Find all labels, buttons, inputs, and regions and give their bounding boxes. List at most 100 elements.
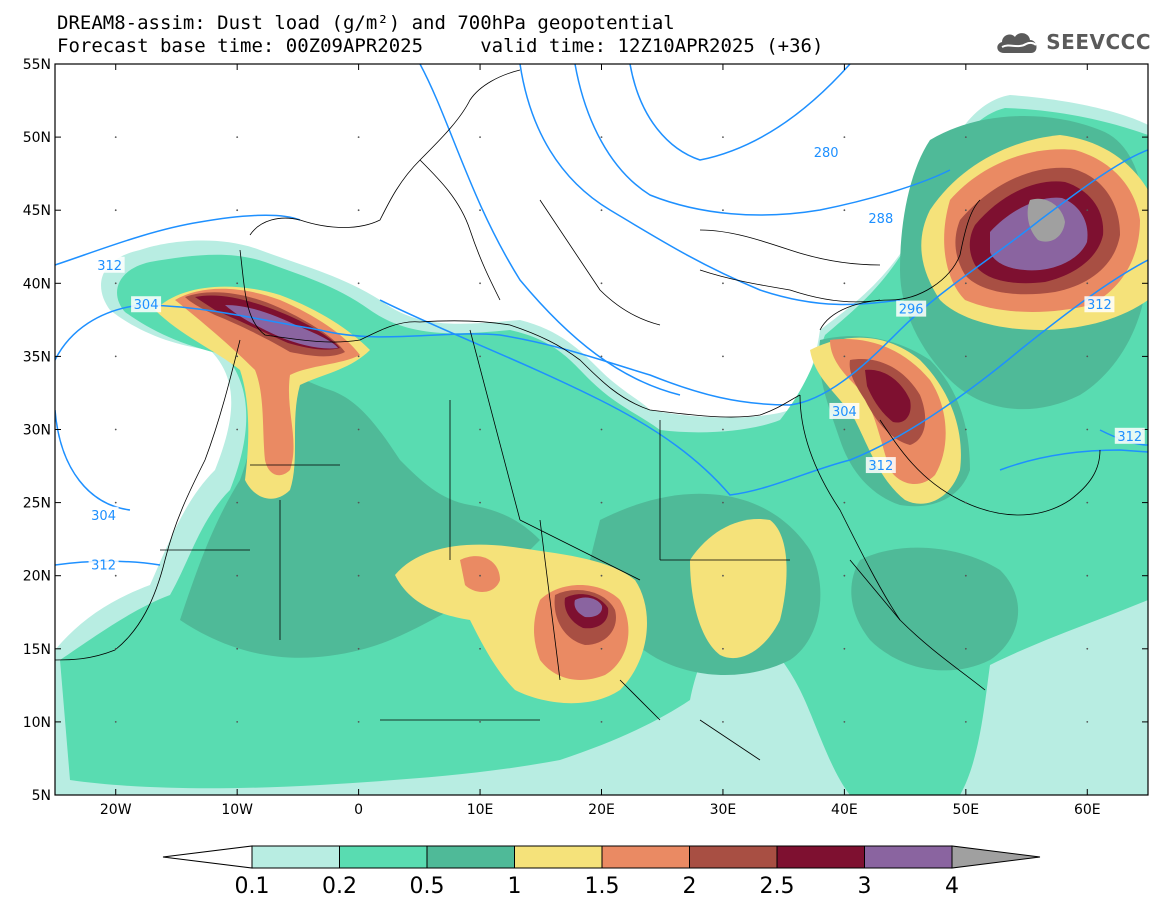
grid-dot xyxy=(357,136,360,139)
lon-tick-label: 50E xyxy=(952,802,979,818)
grid-dot xyxy=(600,574,603,577)
grid-dot xyxy=(1086,136,1089,139)
grid-dot xyxy=(964,136,967,139)
contour-label-bg xyxy=(88,506,119,523)
grid-dot xyxy=(964,574,967,577)
latitude-axis: 55N 50N 45N 40N 35N 30N 25N 20N 15N 10N 5N xyxy=(23,57,1148,804)
grid-dot xyxy=(1086,574,1089,577)
grid-dot xyxy=(479,209,481,212)
contour-label: 312 xyxy=(1117,430,1142,445)
coastlines xyxy=(55,69,1101,761)
dust-field xyxy=(55,95,1148,795)
grid-dot xyxy=(600,282,603,285)
lon-tick-label: 40E xyxy=(831,802,858,818)
grid-dot xyxy=(843,282,846,285)
lon-tick-label: 20E xyxy=(588,802,615,818)
grid-dot xyxy=(964,501,967,504)
contour-label: 312 xyxy=(97,259,122,274)
colorbar-segment xyxy=(864,845,953,869)
grid-dot xyxy=(964,355,967,358)
grid-dot xyxy=(843,428,846,431)
grid-dot xyxy=(843,721,846,723)
lon-tick-label: 20W xyxy=(100,802,132,818)
longitude-axis: 20W 10W 0 10E 20E 30E 40E 50E 60E xyxy=(100,64,1101,818)
grid-dot xyxy=(1086,282,1089,285)
grid-dot xyxy=(722,721,724,723)
grid-dot xyxy=(1086,721,1089,723)
colorbar-label: 0.5 xyxy=(410,874,445,899)
contour-labels: 312 304 304 312 280 288 296 304 312 312 312 xyxy=(88,144,1145,573)
grid-dot xyxy=(357,501,360,504)
cloud-icon xyxy=(997,33,1037,53)
contour-label-bg xyxy=(1114,427,1145,444)
grid-dot xyxy=(357,209,360,212)
logo-text: SEEVCCC xyxy=(1046,30,1151,54)
contour-label: 312 xyxy=(868,459,893,474)
lat-tick-label: 45N xyxy=(23,203,51,219)
grid-dot xyxy=(357,721,360,723)
geopotential-contours xyxy=(55,64,1148,566)
contour-label: 288 xyxy=(868,212,893,227)
lon-tick-label: 10E xyxy=(467,802,494,818)
contour-label: 304 xyxy=(91,509,116,524)
grid-dot xyxy=(722,282,724,285)
colorbar-high-arrow xyxy=(951,845,1041,869)
contour-label-bg xyxy=(829,402,860,419)
lon-tick-label: 60E xyxy=(1074,802,1101,818)
contour-label-bg xyxy=(94,256,125,273)
grid-dot xyxy=(479,136,481,139)
grid-dot xyxy=(236,136,239,139)
grid-dot xyxy=(479,428,481,431)
contour-label: 296 xyxy=(899,303,924,318)
grid-dot xyxy=(479,574,481,577)
grid-dot xyxy=(964,721,967,723)
lon-tick-label: 0 xyxy=(354,802,363,818)
lon-tick-label: 10W xyxy=(221,802,253,818)
grid-dot xyxy=(236,501,239,504)
grid-dot xyxy=(600,136,603,139)
grid-dot xyxy=(114,501,117,504)
grid-dot xyxy=(964,428,967,431)
colorbar-label: 3 xyxy=(858,874,872,899)
contour-label: 280 xyxy=(814,146,839,161)
grid-dot xyxy=(843,647,846,650)
grid-dot xyxy=(1086,428,1089,431)
grid-dot xyxy=(114,355,117,358)
grid-dot xyxy=(722,501,724,504)
grid-dot xyxy=(964,647,967,650)
grid-dot xyxy=(114,647,117,650)
grid-dot xyxy=(1086,501,1089,504)
contour-label-bg xyxy=(865,457,896,474)
grid-dot xyxy=(479,501,481,504)
grid-dot xyxy=(236,574,239,577)
grid-dot xyxy=(357,355,360,358)
colorbar-segment xyxy=(251,845,340,869)
grid-dot xyxy=(114,428,117,431)
grid-dot xyxy=(114,721,117,723)
contour-label: 312 xyxy=(91,558,116,573)
grid-dot xyxy=(600,428,603,431)
forecast-time-line: Forecast base time: 00Z09APR2025 valid t… xyxy=(57,35,824,57)
lat-tick-label: 30N xyxy=(23,423,51,439)
contour-label-bg xyxy=(896,300,927,317)
grid-dot xyxy=(236,721,239,723)
contour-label: 312 xyxy=(1087,298,1112,313)
lat-tick-label: 10N xyxy=(23,715,51,731)
grid-dot xyxy=(843,355,846,358)
seevccc-logo: SEEVCCC xyxy=(994,27,1151,57)
map-title: DREAM8-assim: Dust load (g/m²) and 700hP… xyxy=(57,12,675,34)
grid-dot xyxy=(600,721,603,723)
grid-dot xyxy=(964,282,967,285)
colorbar-label: 1 xyxy=(508,874,522,899)
colorbar-label: 2 xyxy=(683,874,697,899)
grid-dot xyxy=(722,574,724,577)
grid-dot xyxy=(114,574,117,577)
colorbar-segment xyxy=(776,845,865,869)
grid-dot xyxy=(964,209,967,212)
grid-dot xyxy=(1086,209,1089,212)
colorbar-label: 0.1 xyxy=(235,874,270,899)
lat-tick-label: 25N xyxy=(23,496,51,512)
grid-dot xyxy=(600,647,603,650)
contour-label-bg xyxy=(88,556,119,573)
